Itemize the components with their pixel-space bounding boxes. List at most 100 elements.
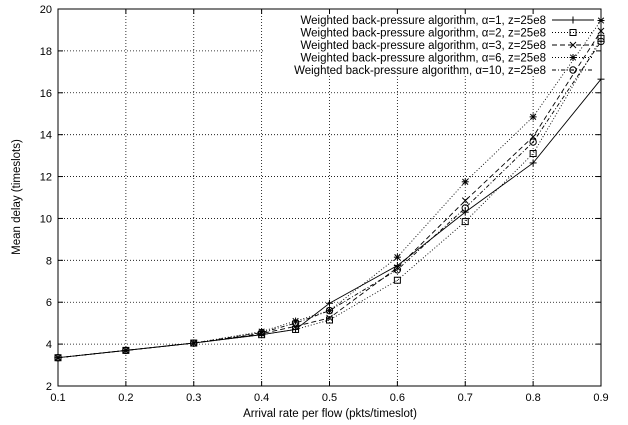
legend-item: Weighted back-pressure algorithm, α=2, z… (300, 28, 594, 40)
plus-marker (292, 325, 300, 333)
x-tick-label: 0.9 (593, 392, 608, 404)
marker-stroke (326, 314, 333, 322)
plus-marker (326, 299, 333, 307)
data-point (326, 299, 333, 307)
circle-marker (291, 319, 300, 327)
series-layer (54, 17, 605, 362)
data-point (529, 138, 537, 146)
asterisk-marker (529, 113, 537, 121)
marker-dot (328, 309, 331, 312)
data-point (393, 266, 402, 274)
series-line (57, 30, 602, 359)
marker-dot (260, 331, 263, 334)
data-point (529, 150, 537, 158)
x-axis-title: Arrival rate per flow (pkts/timeslot) (243, 408, 417, 420)
marker-stroke (569, 54, 577, 61)
marker-stroke (529, 113, 537, 121)
marker-stroke (394, 254, 401, 261)
marker-dot (192, 342, 195, 344)
marker-ring (393, 266, 402, 274)
data-point (461, 178, 469, 186)
data-point (326, 314, 333, 322)
cross-marker (461, 197, 469, 204)
data-point (257, 328, 266, 337)
y-axis-title: Mean delay (timeslots) (11, 139, 23, 255)
marker-dot (396, 268, 399, 271)
marker-ring (257, 328, 266, 337)
marker-dot (294, 322, 297, 324)
data-point (461, 208, 469, 216)
data-point (393, 276, 401, 284)
legend-label: Weighted back-pressure algorithm, α=3, z… (300, 40, 546, 52)
cross-marker (394, 264, 401, 272)
marker-ring (569, 66, 577, 74)
tick-layer: 0.1 0.2 0.3 0.4 0.5 0.6 0.7 0.8 0.9 2 4 6 8 10 12 14 16 1… (40, 4, 609, 404)
marker-stroke (461, 197, 469, 204)
data-point (529, 159, 537, 167)
marker-dot (125, 349, 127, 352)
x-tick-label: 0.5 (322, 392, 337, 404)
marker-dot (464, 207, 467, 209)
square-marker (529, 150, 537, 158)
marker-ring (122, 346, 130, 355)
x-tick-label: 0.1 (50, 392, 65, 404)
y-tick-label: 20 (40, 4, 52, 16)
cross-marker (326, 314, 333, 322)
marker-dot (572, 69, 574, 71)
series-group (54, 37, 605, 362)
legend-item: Weighted back-pressure algorithm, α=1, z… (300, 15, 594, 27)
y-tick-label: 16 (40, 88, 52, 100)
plus-marker (529, 159, 537, 167)
marker-ring (190, 339, 198, 347)
square-marker (393, 276, 401, 284)
legend-label: Weighted back-pressure algorithm, α=1, z… (300, 15, 546, 27)
x-tick-label: 0.8 (525, 392, 540, 404)
legend-item: Weighted back-pressure algorithm, α=10, … (294, 65, 594, 77)
y-tick-label: 14 (40, 130, 52, 142)
asterisk-marker (393, 253, 401, 261)
data-point (461, 197, 469, 204)
x-tick-label: 0.4 (254, 392, 269, 404)
data-point (326, 316, 333, 324)
asterisk-marker (569, 54, 577, 61)
circle-marker (393, 266, 402, 274)
asterisk-marker (461, 178, 469, 186)
marker-ring (529, 138, 537, 146)
x-tick-label: 0.3 (186, 392, 201, 404)
y-tick-label: 4 (46, 339, 52, 351)
circle-marker (257, 328, 266, 337)
x-tick-label: 0.6 (390, 392, 405, 404)
square-marker (569, 29, 577, 36)
marker-ring (291, 319, 300, 327)
square-marker (461, 218, 469, 226)
marker-stroke (394, 264, 401, 272)
plus-marker (461, 208, 469, 216)
cross-marker (569, 41, 577, 49)
legend-label: Weighted back-pressure algorithm, α=2, z… (300, 28, 546, 40)
series-line (57, 41, 602, 359)
square-marker (326, 316, 333, 324)
y-tick-label: 8 (46, 255, 52, 267)
marker-stroke (462, 178, 469, 185)
data-point (122, 346, 130, 355)
legend-item: Weighted back-pressure algorithm, α=6, z… (300, 53, 594, 65)
data-point (529, 113, 537, 121)
marker-dot (532, 141, 534, 143)
data-point (393, 253, 401, 261)
marker-stroke (529, 133, 537, 141)
legend-item: Weighted back-pressure algorithm, α=3, z… (300, 40, 594, 52)
data-point (461, 204, 469, 212)
y-tick-label: 18 (40, 46, 52, 58)
data-point (190, 339, 198, 347)
circle-marker (190, 339, 198, 347)
data-point (394, 264, 401, 272)
circle-marker (529, 138, 537, 146)
data-point (292, 325, 300, 333)
marker-ring (461, 204, 469, 212)
data-point (291, 319, 300, 327)
circle-marker (569, 66, 577, 74)
y-tick-label: 2 (46, 381, 52, 393)
circle-marker (122, 346, 130, 355)
grid-lines (58, 9, 601, 386)
